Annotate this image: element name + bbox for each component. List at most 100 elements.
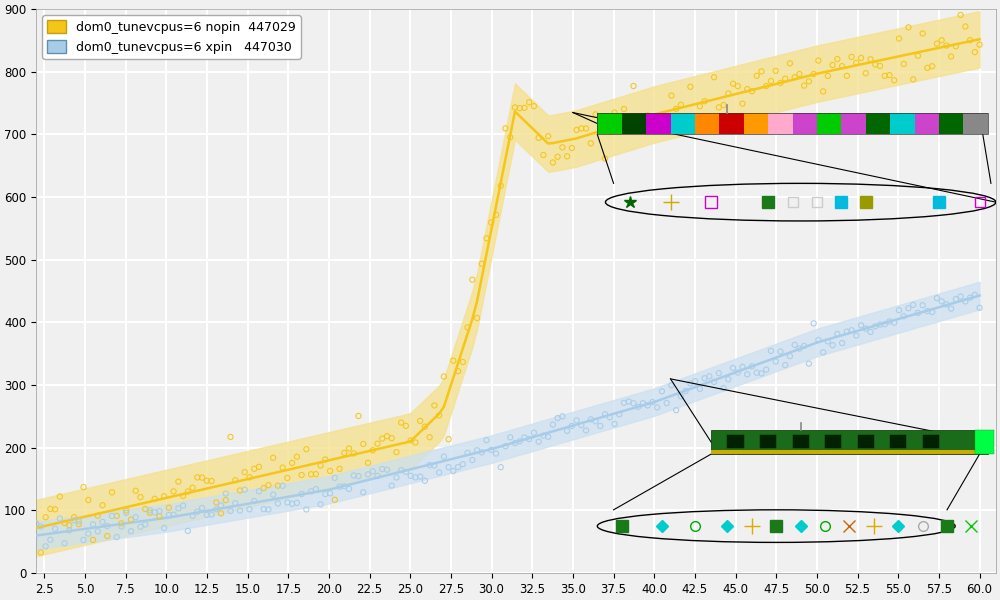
- Point: [550, 413, 566, 423]
- Point: [730, 82, 746, 91]
- Point: [441, 434, 457, 444]
- Point: [346, 470, 362, 480]
- Point: [569, 125, 585, 135]
- Point: [422, 433, 438, 442]
- Point: [237, 467, 253, 477]
- Point: [204, 476, 220, 486]
- Bar: [744, 113, 768, 134]
- Point: [858, 324, 874, 334]
- Point: [635, 125, 651, 134]
- Bar: [817, 113, 841, 134]
- Point: [739, 85, 755, 94]
- Point: [545, 158, 561, 167]
- Point: [460, 323, 476, 332]
- Point: [194, 503, 210, 513]
- Point: [241, 473, 257, 482]
- Point: [417, 422, 433, 431]
- Point: [550, 152, 566, 161]
- Point: [208, 505, 224, 514]
- Point: [957, 22, 973, 31]
- Point: [275, 481, 291, 491]
- Point: [294, 489, 310, 499]
- Point: [237, 485, 253, 494]
- Point: [621, 117, 637, 127]
- Point: [540, 432, 556, 442]
- Point: [28, 518, 44, 528]
- Point: [422, 460, 438, 470]
- Point: [516, 433, 532, 442]
- Point: [848, 331, 864, 340]
- Point: [753, 368, 769, 378]
- Point: [85, 535, 101, 545]
- Point: [730, 368, 746, 377]
- Point: [341, 443, 357, 453]
- Point: [801, 359, 817, 368]
- Point: [464, 455, 480, 465]
- Point: [232, 506, 248, 515]
- Point: [483, 218, 499, 227]
- Point: [588, 110, 604, 119]
- Point: [678, 125, 694, 135]
- Point: [251, 462, 267, 472]
- Point: [170, 503, 186, 513]
- Point: [279, 473, 295, 483]
- Point: [820, 71, 836, 81]
- Point: [881, 70, 897, 80]
- Bar: [915, 113, 939, 134]
- Point: [583, 415, 599, 424]
- Point: [132, 493, 148, 502]
- Point: [270, 499, 286, 508]
- Point: [479, 233, 495, 243]
- Point: [57, 518, 73, 528]
- Point: [621, 397, 637, 406]
- Point: [900, 23, 916, 32]
- Point: [289, 498, 305, 508]
- Point: [611, 125, 627, 134]
- Point: [493, 181, 509, 191]
- Point: [929, 39, 945, 49]
- Point: [218, 489, 234, 499]
- Point: [317, 489, 333, 499]
- Point: [469, 445, 485, 455]
- Point: [322, 466, 338, 476]
- Point: [137, 504, 153, 514]
- Point: [787, 73, 803, 82]
- Point: [455, 357, 471, 367]
- Point: [118, 506, 134, 515]
- Point: [256, 483, 272, 493]
- Point: [972, 303, 988, 313]
- Point: [412, 416, 428, 425]
- Point: [71, 517, 87, 526]
- Point: [716, 100, 732, 110]
- Point: [692, 101, 708, 111]
- Point: [564, 421, 580, 431]
- Point: [791, 344, 807, 353]
- Point: [450, 462, 466, 472]
- Point: [877, 319, 893, 329]
- Point: [109, 511, 125, 521]
- Point: [768, 357, 784, 367]
- Bar: [963, 113, 988, 134]
- Point: [208, 497, 224, 507]
- Point: [436, 452, 452, 461]
- Point: [327, 473, 343, 482]
- Point: [227, 499, 243, 508]
- Point: [611, 409, 627, 419]
- Point: [829, 329, 845, 339]
- Point: [393, 418, 409, 427]
- Point: [436, 371, 452, 381]
- Bar: [646, 113, 671, 134]
- Point: [185, 483, 201, 493]
- Point: [351, 411, 367, 421]
- Point: [881, 317, 897, 326]
- Point: [393, 466, 409, 475]
- Point: [445, 466, 461, 476]
- Point: [398, 467, 414, 477]
- Point: [649, 113, 665, 123]
- Point: [38, 541, 54, 551]
- Point: [948, 41, 964, 51]
- Point: [95, 517, 111, 527]
- Point: [682, 82, 698, 92]
- Point: [573, 124, 589, 133]
- Point: [749, 71, 765, 80]
